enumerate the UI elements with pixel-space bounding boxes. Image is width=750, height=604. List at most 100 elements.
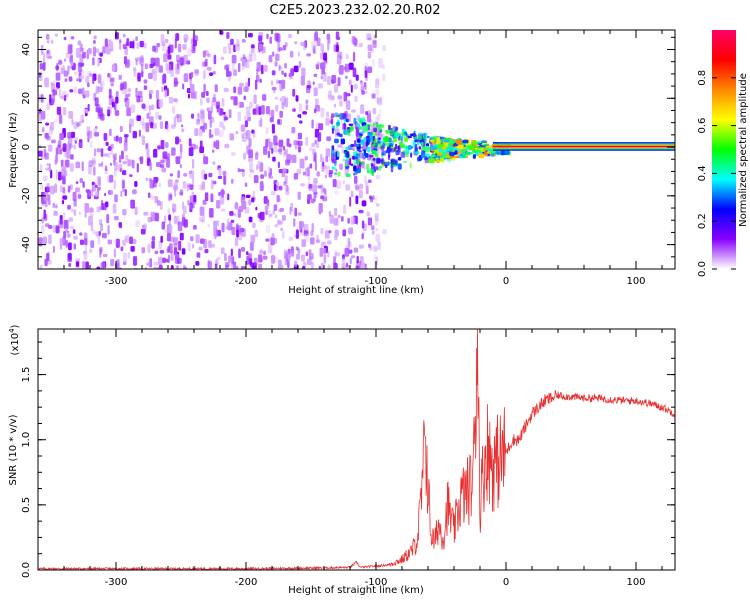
spectrogram-cell [129, 41, 135, 49]
spectrogram-cell [279, 207, 285, 212]
spectrogram-cell [187, 242, 191, 252]
spectrogram-cell [430, 155, 434, 158]
spectrogram-cell [312, 148, 316, 156]
spectrogram-cell [366, 169, 370, 174]
spectrogram-cell [199, 109, 205, 119]
spectrogram-cell [87, 165, 92, 175]
spectrogram-cell [312, 184, 318, 193]
spectrogram-cell [205, 90, 209, 96]
spectrogram-cell [327, 264, 331, 269]
spectrogram-cell [277, 119, 280, 125]
spectrogram-cell [96, 104, 101, 113]
spectrogram-cell [443, 140, 451, 143]
spectrogram-cell [270, 80, 274, 86]
spectrogram-cell [87, 70, 92, 76]
spectrogram-cell [124, 97, 130, 108]
spectrogram-cell [258, 35, 263, 42]
spectrogram-cell [118, 136, 123, 144]
spectrogram-cell [257, 160, 261, 169]
spectrogram-cell [107, 225, 110, 235]
spectrogram-cell [231, 54, 237, 64]
spectrogram-cell [414, 139, 420, 143]
spectrogram-cell [390, 146, 394, 149]
spectrogram-cell [375, 174, 381, 180]
spectrogram-cell [48, 163, 51, 172]
spectrogram-cell [346, 262, 349, 268]
spectrogram-cell [315, 63, 319, 68]
spectrogram-cell [165, 141, 169, 149]
spectrogram-cell [361, 233, 364, 240]
spectrogram-cell [282, 44, 287, 51]
spectrogram-cell [227, 193, 230, 201]
spectrogram-cell [271, 255, 276, 264]
spectrogram-cell [214, 230, 217, 240]
spectrogram-cell [376, 97, 379, 104]
spectrogram-cell [268, 172, 271, 179]
spectrogram-cell [344, 247, 350, 257]
snr-plot: -300 -200 -100 0 100 0.0 0.5 1.0 1.5 Height of s… [8, 324, 676, 596]
spectrogram-cell [317, 185, 323, 189]
spectrogram-cell [244, 120, 248, 128]
spectrogram-cell [94, 132, 100, 137]
spectrogram-cell [284, 97, 289, 108]
spectrogram-cell [243, 95, 246, 101]
spectrogram-cell [421, 141, 424, 147]
spectrogram-cell [326, 136, 332, 142]
spectrogram-cell [463, 148, 468, 152]
spectrogram-cell [377, 137, 381, 144]
spectrogram-cell [265, 238, 270, 242]
spectrogram-cell [118, 74, 123, 80]
spectrogram-cell [189, 195, 194, 203]
spectrogram-cell [202, 199, 207, 205]
spectrogram-cell [227, 71, 232, 77]
spectrogram-cell [148, 105, 152, 111]
spectrogram-cell [58, 268, 62, 269]
spectrogram-cell [267, 166, 271, 173]
spectrogram-cell [50, 139, 56, 144]
spectrogram-cell [59, 185, 63, 193]
spectrogram-band [493, 142, 675, 144]
spectrogram-cell [314, 108, 317, 114]
spectrogram-cell [247, 116, 252, 122]
spectrogram-cell [163, 215, 167, 224]
spectrogram-cell [194, 128, 199, 137]
spectrogram-cell [458, 151, 463, 154]
spectrogram-cell [421, 151, 426, 159]
spectrogram-cell [448, 151, 455, 157]
snr-y-scale-factor: (x104) [8, 324, 21, 355]
spectrogram-cell [191, 243, 195, 249]
spectrogram-cell [44, 77, 49, 88]
spectrogram-cell [356, 143, 360, 147]
spectrogram-cell [191, 191, 195, 196]
spectrogram-cell [217, 175, 223, 179]
spectrogram-cell [90, 222, 93, 232]
spectrogram-cell [54, 118, 59, 123]
spectrogram-cell [182, 201, 185, 210]
spectrogram-cell [252, 222, 256, 229]
spectrogram-cell [297, 51, 301, 57]
spectrogram-cell [274, 214, 278, 219]
spectrogram-cell [339, 65, 344, 75]
spectrogram-cell [208, 172, 213, 178]
spectrogram-cell [154, 250, 159, 255]
spectrogram-cell [364, 263, 367, 268]
spectrogram-cell [263, 146, 268, 155]
spectrogram-cell [48, 234, 52, 245]
spectrogram-cell [382, 73, 386, 82]
spectrogram-cell [243, 115, 247, 121]
spectrogram-band [493, 145, 675, 148]
spectrogram-cell [331, 79, 335, 84]
spectrogram-cell [167, 46, 171, 55]
spectrogram-cell [241, 200, 247, 210]
spectrogram-cell [228, 109, 232, 119]
spectrogram-cell [370, 137, 373, 143]
spectrogram-cell [266, 33, 269, 40]
snr-x-tick-label: -300 [105, 577, 128, 588]
spectrogram-cell [167, 179, 173, 188]
spectrogram-cell [412, 142, 415, 148]
spectrogram-cell [58, 60, 63, 65]
spectrogram-cell [337, 171, 341, 177]
spectrogram-cell [285, 184, 289, 192]
spectrogram-cell [132, 255, 138, 266]
spectrogram-cell [241, 39, 246, 43]
